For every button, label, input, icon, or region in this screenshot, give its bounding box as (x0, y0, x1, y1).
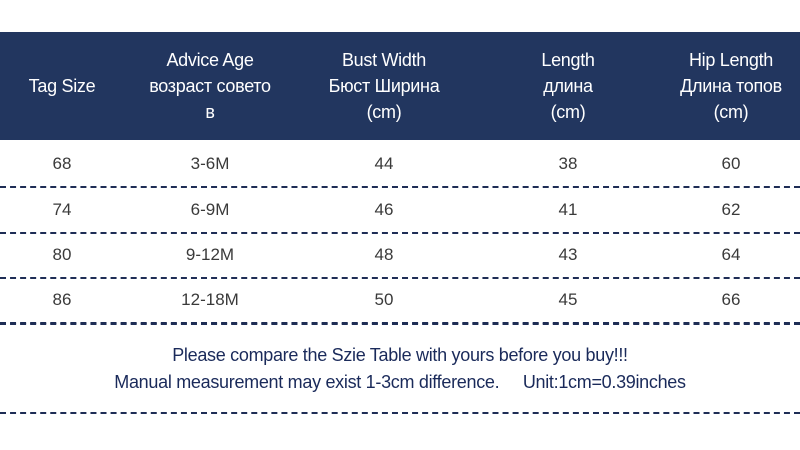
header-line: (cm) (550, 102, 586, 122)
table-cell: 50 (374, 290, 394, 309)
table-cell: 60 (721, 154, 741, 173)
table-cell: 38 (558, 154, 578, 173)
table-cell: 86 (52, 290, 72, 309)
table-row: 80 9-12M 48 43 64 (0, 232, 800, 278)
table-row: 86 12-18M 50 45 66 (0, 277, 800, 323)
table-cell: 64 (721, 245, 741, 264)
table-cell: 45 (558, 290, 578, 309)
header-bust-width: Bust Width Бюст Ширина (cm) (329, 32, 440, 140)
header-line: Advice Age (166, 50, 254, 70)
header-advice-age: Advice Age возраст совето в (149, 32, 271, 140)
header-line: длина (543, 76, 593, 96)
header-hip-length: Hip Length Длина топов (cm) (680, 32, 782, 140)
header-line: (cm) (713, 102, 749, 122)
header-length: Length длина (cm) (541, 32, 595, 140)
header-line: в (205, 102, 215, 122)
table-cell: 41 (558, 200, 578, 219)
table-cell: 46 (374, 200, 394, 219)
note-compare: Please compare the Szie Table with yours… (172, 345, 628, 365)
row-divider (0, 232, 800, 234)
table-header: Tag Size Advice Age возраст совето в Bus… (0, 32, 800, 140)
table-cell: 68 (52, 154, 72, 173)
divider (0, 412, 800, 414)
table-cell: 80 (52, 245, 72, 264)
table-cell: 44 (374, 154, 394, 173)
note-measurement: Manual measurement may exist 1-3cm diffe… (114, 372, 686, 392)
table-row: 68 3-6M 44 38 60 (0, 141, 800, 187)
header-tag-size: Tag Size (29, 32, 96, 140)
table-cell: 12-18M (181, 290, 239, 309)
header-line: возраст совето (149, 76, 271, 96)
header-line: Длина топов (680, 76, 782, 96)
table-cell: 3-6M (190, 154, 230, 173)
table-cell: 66 (721, 290, 741, 309)
table-cell: 9-12M (185, 245, 235, 264)
row-divider (0, 277, 800, 279)
row-divider (0, 186, 800, 188)
table-cell: 62 (721, 200, 741, 219)
divider (0, 323, 800, 325)
table-cell: 6-9M (190, 200, 230, 219)
table-cell: 74 (52, 200, 72, 219)
header-line: Bust Width (341, 50, 427, 70)
header-line: Бюст Ширина (328, 76, 440, 96)
header-line: (cm) (366, 102, 402, 122)
header-line: Tag Size (28, 76, 96, 96)
table-cell: 48 (374, 245, 394, 264)
table-cell: 43 (558, 245, 578, 264)
header-line: Length (541, 50, 595, 70)
table-row: 74 6-9M 46 41 62 (0, 187, 800, 233)
header-line: Hip Length (688, 50, 774, 70)
